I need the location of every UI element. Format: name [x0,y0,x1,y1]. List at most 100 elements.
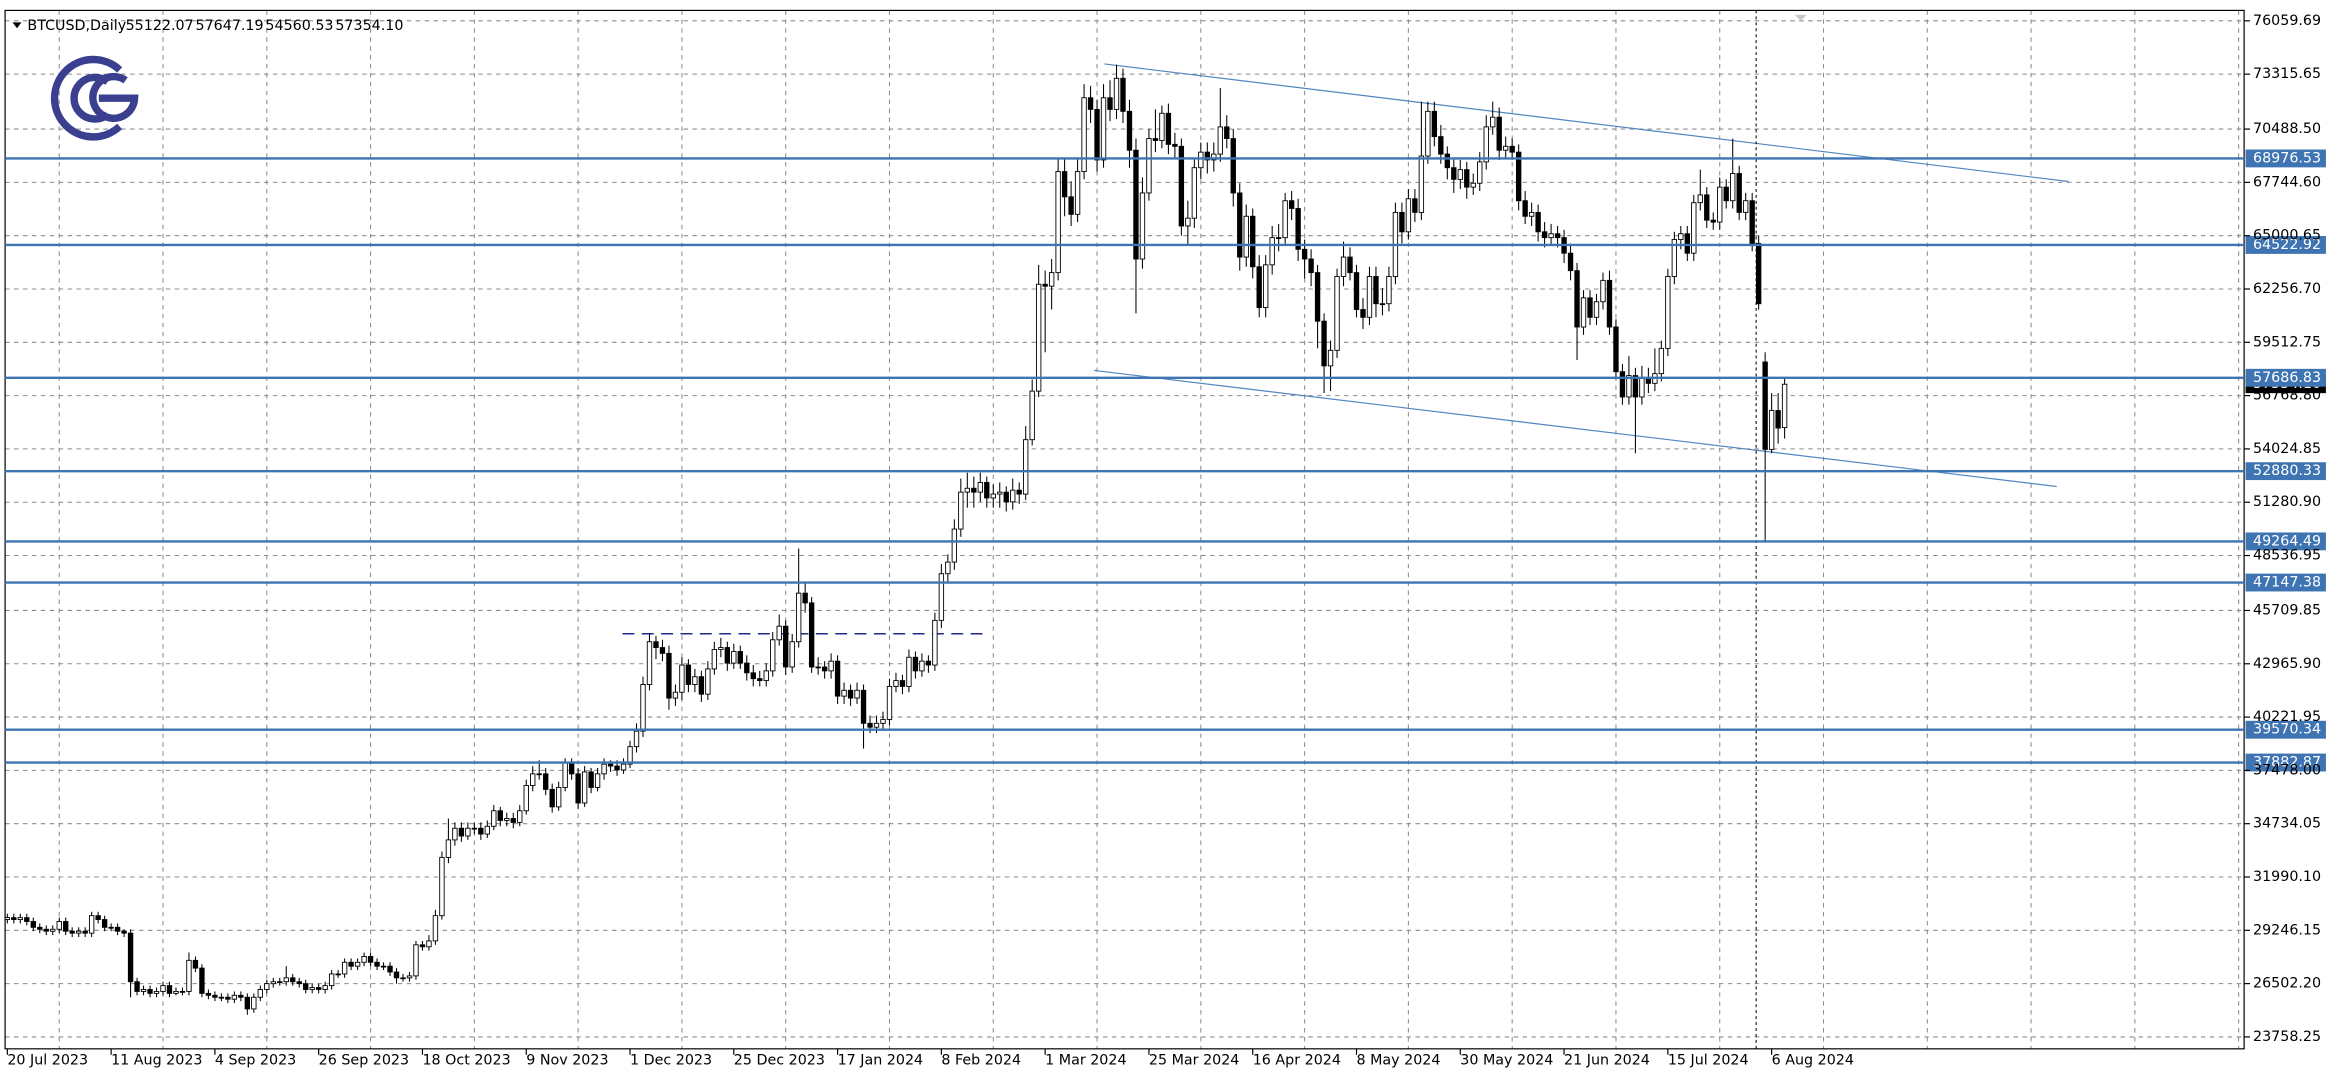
level-label-box [2245,149,2326,168]
level-label-box [2245,573,2326,592]
candle-body [1691,202,1697,254]
level-label-box [2245,368,2326,387]
candle-body [1768,410,1775,450]
level-label: 57686.83 [2253,370,2321,386]
candle-body [705,668,711,695]
x-tick-label: 8 Feb 2024 [941,1053,1021,1069]
candle-body [1275,237,1282,239]
candle-body [1444,153,1450,169]
candle-body [43,928,49,932]
candle-body [795,592,802,643]
lower-trendline [1094,369,2057,488]
y-tick-label: 62256.70 [2253,281,2321,297]
candle-body [1256,266,1262,309]
level-label: 47147.38 [2253,575,2321,591]
candle-body [1554,233,1561,239]
candle-body [11,917,17,920]
candle-body [95,915,101,920]
candle-body [387,965,393,973]
candle-body [1451,167,1457,180]
header-open: 55122.07 [126,18,194,34]
candle-body [1730,173,1736,202]
candle-body [328,973,335,987]
candle-body [763,670,769,682]
candle-body [56,921,62,930]
x-tick-label: 4 Sep 2023 [215,1053,296,1069]
candle-body [802,592,808,604]
candle-body [562,761,568,788]
candle-body [646,641,653,685]
candle-body [30,921,36,928]
candle-body [199,967,205,994]
candle-body [601,763,607,775]
candle-body [984,481,990,499]
candle-body [1224,126,1230,140]
candle-body [173,990,179,994]
level-label: 49264.49 [2253,533,2321,549]
candle-body [1334,276,1340,351]
candle-body [860,689,867,724]
candle-body [1133,149,1139,260]
candle-body [1755,243,1762,305]
candle-body [1762,361,1768,450]
candle-body [264,983,270,990]
x-tick-label: 11 Aug 2023 [111,1053,202,1069]
candle-body [218,996,225,999]
candle-body [1347,256,1353,274]
candle-body [1457,169,1463,180]
candle-body [724,647,731,664]
candle-body [166,985,173,994]
y-tick-label: 56768.80 [2253,388,2321,404]
candle-body [439,856,445,917]
candle-body [24,917,30,922]
header-symbol: BTCUSD,Daily [27,18,126,34]
candle-body [607,763,614,767]
candle-body [919,660,925,672]
candle-body [1029,390,1035,441]
candle-body [108,926,114,929]
candle-body [1068,196,1074,215]
y-tick-label: 34734.05 [2253,816,2321,832]
y-tick-label: 70488.50 [2253,121,2321,137]
candle-body [1781,383,1788,429]
candle-body [1360,309,1366,318]
candle-body [873,722,880,728]
candle-body [1010,489,1016,503]
candle-body [633,730,640,748]
candle-body [17,917,23,920]
candle-body [581,771,588,804]
y-tick-label: 37478.00 [2253,762,2321,778]
candle-body [179,990,186,993]
candle-body [432,915,439,942]
header-close: 57354.10 [335,18,403,34]
candle-body [277,981,283,984]
candle-body [938,573,945,621]
candle-body [1172,143,1178,147]
candle-body [1263,264,1269,309]
candle-body [251,996,257,1010]
candle-body [205,992,212,996]
candle-body [380,965,387,968]
x-tick-label: 25 Dec 2023 [734,1053,825,1069]
candle-body [549,788,555,808]
candle-body [497,810,503,821]
candle-body [640,684,646,732]
candle-body [575,773,581,804]
candle-body [426,940,432,948]
candle-body [1243,215,1249,258]
y-tick-label: 59512.75 [2253,334,2321,350]
candle-body [1632,375,1639,398]
candle-body [121,930,127,934]
candle-body [140,989,147,992]
candle-body [1749,200,1755,244]
candle-body [1548,233,1554,239]
y-tick-label: 67744.60 [2253,174,2321,190]
candle-body [692,676,698,685]
candle-body [1055,171,1061,274]
candle-body [445,839,452,858]
candle-body [465,827,471,837]
candle-body [491,810,497,827]
candle-body [1477,161,1483,184]
candle-body [1159,112,1165,141]
